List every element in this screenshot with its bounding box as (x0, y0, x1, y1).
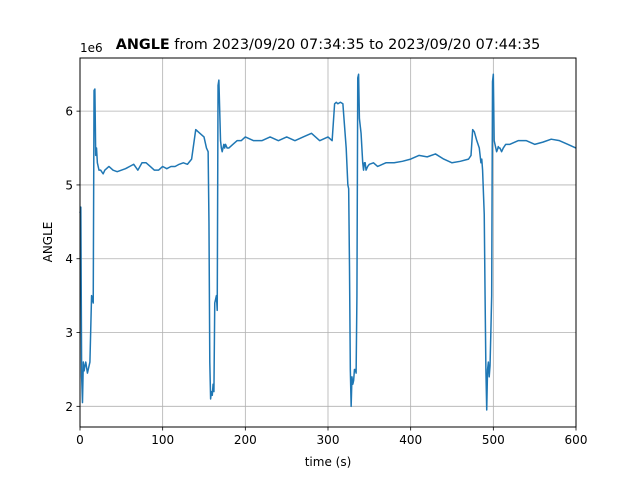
y-tick-label: 4 (65, 252, 73, 266)
y-axis-label: ANGLE (41, 222, 55, 263)
x-tick-label: 500 (482, 433, 505, 447)
x-axis-label: time (s) (305, 455, 352, 469)
chart-title: ANGLE from 2023/09/20 07:34:35 to 2023/0… (116, 37, 541, 53)
x-axis-ticks: 0 100 200 300 400 500 600 (76, 427, 587, 447)
x-tick-label: 400 (399, 433, 422, 447)
x-tick-label: 200 (234, 433, 257, 447)
y-tick-label: 5 (65, 178, 73, 192)
series-layer (79, 73, 577, 411)
chart-title-rest: from 2023/09/20 07:34:35 to 2023/09/20 0… (170, 37, 541, 53)
y-tick-label: 6 (65, 105, 73, 119)
x-tick-label: 300 (317, 433, 340, 447)
x-tick-label: 0 (76, 433, 84, 447)
x-tick-label: 600 (565, 433, 588, 447)
y-axis-ticks: 2 3 4 5 6 (65, 105, 80, 414)
chart-title-bold: ANGLE (116, 37, 170, 53)
series-line-angle (79, 73, 577, 411)
x-tick-label: 100 (151, 433, 174, 447)
y-tick-label: 2 (65, 400, 73, 414)
y-tick-label: 3 (65, 326, 73, 340)
y-offset-label: 1e6 (80, 41, 103, 55)
